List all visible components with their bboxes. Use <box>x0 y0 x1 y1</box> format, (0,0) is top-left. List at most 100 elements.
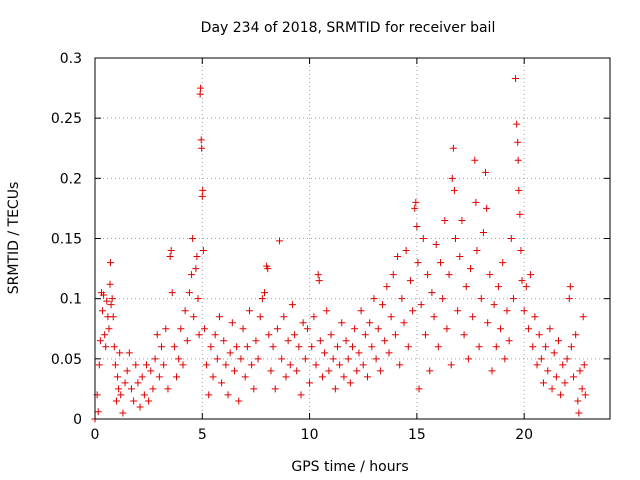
data-point <box>246 307 253 315</box>
data-point <box>507 235 515 242</box>
data-point <box>207 343 215 351</box>
data-point <box>359 361 367 369</box>
data-point <box>119 409 127 417</box>
data-point <box>158 343 166 351</box>
data-point <box>199 247 207 255</box>
data-point <box>428 289 436 297</box>
y-tick-label: 0 <box>73 412 82 428</box>
data-point <box>567 343 575 351</box>
data-point <box>269 343 277 351</box>
data-point <box>286 361 294 369</box>
data-point <box>486 271 494 279</box>
x-tick-label: 20 <box>515 427 533 443</box>
data-point <box>276 237 284 245</box>
data-point <box>477 295 485 303</box>
data-point <box>265 331 273 339</box>
data-point <box>557 391 565 399</box>
data-point <box>385 349 393 357</box>
data-point <box>520 307 528 315</box>
data-point <box>112 397 120 405</box>
data-point <box>297 391 305 399</box>
data-point <box>372 355 380 363</box>
data-point <box>226 349 234 357</box>
data-point <box>499 259 507 267</box>
data-point <box>282 373 290 381</box>
data-point <box>494 283 502 291</box>
data-point <box>361 331 369 339</box>
y-axis-title: SRMTID / TECUs <box>6 182 22 295</box>
x-tick-label: 0 <box>91 427 100 443</box>
data-point <box>198 144 206 152</box>
data-point <box>512 74 520 82</box>
data-point <box>482 168 490 176</box>
x-axis-title: GPS time / hours <box>291 459 408 475</box>
data-point <box>344 355 352 363</box>
x-tick-label: 5 <box>198 427 207 443</box>
data-point <box>550 349 558 357</box>
y-tick-labels: 0 0.05 0.1 0.15 0.2 0.25 0.3 <box>51 51 82 428</box>
data-point <box>325 367 333 375</box>
data-point <box>175 355 183 363</box>
data-point <box>374 325 382 333</box>
axis-ticks <box>94 57 610 420</box>
data-point <box>464 355 472 363</box>
data-point <box>368 343 376 351</box>
data-point <box>460 331 468 339</box>
data-point <box>338 319 346 327</box>
data-point <box>501 355 509 363</box>
data-point <box>517 247 525 255</box>
data-point <box>250 385 258 393</box>
data-point <box>430 313 438 321</box>
data-point <box>454 307 462 315</box>
data-point <box>424 271 432 279</box>
data-point <box>509 295 517 303</box>
data-point <box>462 283 470 291</box>
data-point <box>484 319 492 327</box>
data-point <box>574 397 582 405</box>
data-point <box>299 319 307 327</box>
data-point <box>473 247 481 255</box>
data-point <box>546 325 554 333</box>
data-point <box>565 295 573 303</box>
data-point <box>505 337 513 345</box>
data-point <box>471 156 479 164</box>
data-point <box>284 337 292 345</box>
data-point <box>138 373 146 381</box>
data-point <box>145 397 153 405</box>
data-point <box>136 403 144 411</box>
data-point <box>278 355 286 363</box>
data-point <box>166 253 174 261</box>
data-point <box>230 367 238 375</box>
data-point <box>389 271 397 279</box>
data-point <box>576 367 584 375</box>
data-point <box>168 289 176 297</box>
data-point <box>235 397 243 405</box>
data-point <box>329 355 337 363</box>
x-tick-labels: 0 5 10 15 20 <box>91 427 534 443</box>
data-point <box>575 409 583 417</box>
data-point <box>224 391 232 399</box>
data-point <box>220 337 228 345</box>
data-point <box>379 301 387 309</box>
y-tick-label: 0.3 <box>60 51 82 67</box>
data-point <box>579 313 587 321</box>
data-point <box>215 313 223 321</box>
data-point <box>396 361 404 369</box>
data-point <box>515 186 523 194</box>
data-point <box>248 361 256 369</box>
data-point <box>436 259 444 267</box>
data-point <box>109 313 117 321</box>
data-point <box>177 325 185 333</box>
data-point <box>114 373 122 381</box>
data-point <box>355 349 363 357</box>
x-tick-label: 15 <box>408 427 426 443</box>
data-point <box>132 361 140 369</box>
data-point <box>535 331 543 339</box>
data-point <box>349 343 356 351</box>
data-point <box>426 367 434 375</box>
data-point <box>111 361 119 369</box>
data-point <box>179 361 187 369</box>
data-point <box>472 198 480 206</box>
data-point <box>140 391 148 399</box>
